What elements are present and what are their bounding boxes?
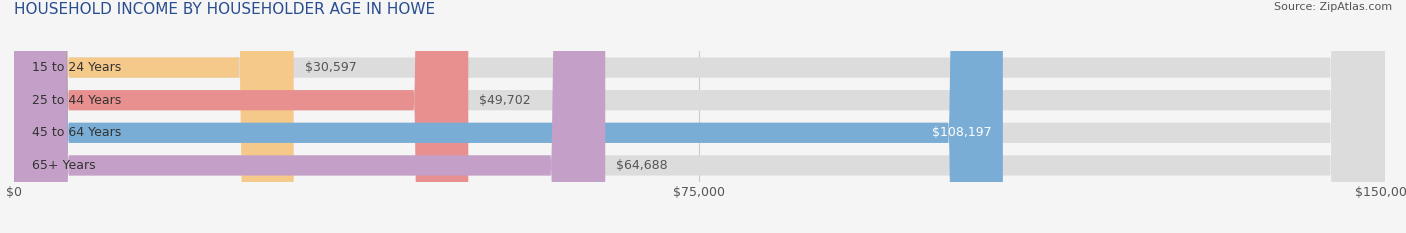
Text: 45 to 64 Years: 45 to 64 Years [32, 126, 121, 139]
Text: Source: ZipAtlas.com: Source: ZipAtlas.com [1274, 2, 1392, 12]
Text: HOUSEHOLD INCOME BY HOUSEHOLDER AGE IN HOWE: HOUSEHOLD INCOME BY HOUSEHOLDER AGE IN H… [14, 2, 436, 17]
FancyBboxPatch shape [14, 0, 468, 233]
Text: 25 to 44 Years: 25 to 44 Years [32, 94, 121, 107]
FancyBboxPatch shape [14, 0, 1385, 233]
FancyBboxPatch shape [14, 0, 1385, 233]
Text: $30,597: $30,597 [305, 61, 356, 74]
Text: $108,197: $108,197 [932, 126, 991, 139]
FancyBboxPatch shape [14, 0, 294, 233]
FancyBboxPatch shape [14, 0, 1385, 233]
Text: $49,702: $49,702 [479, 94, 531, 107]
FancyBboxPatch shape [14, 0, 1385, 233]
FancyBboxPatch shape [14, 0, 605, 233]
FancyBboxPatch shape [14, 0, 1002, 233]
Text: 65+ Years: 65+ Years [32, 159, 96, 172]
Text: 15 to 24 Years: 15 to 24 Years [32, 61, 121, 74]
Text: $64,688: $64,688 [616, 159, 668, 172]
